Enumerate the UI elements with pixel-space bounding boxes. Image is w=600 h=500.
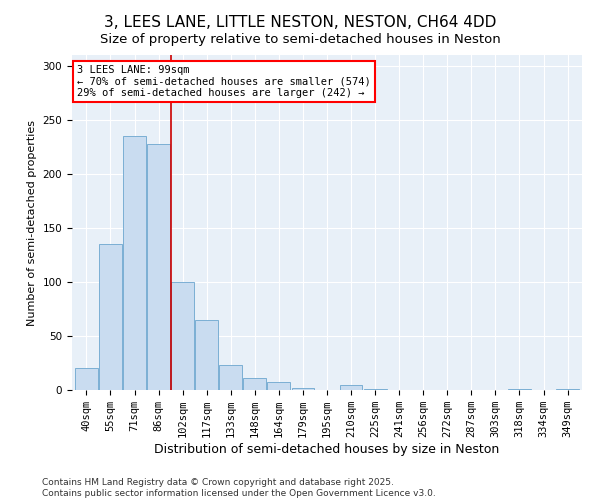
X-axis label: Distribution of semi-detached houses by size in Neston: Distribution of semi-detached houses by … [154,443,500,456]
Text: Contains HM Land Registry data © Crown copyright and database right 2025.
Contai: Contains HM Land Registry data © Crown c… [42,478,436,498]
Bar [244,378,266,390]
Text: Size of property relative to semi-detached houses in Neston: Size of property relative to semi-detach… [100,32,500,46]
Bar [75,368,98,390]
Bar [220,365,242,390]
Text: 3, LEES LANE, LITTLE NESTON, NESTON, CH64 4DD: 3, LEES LANE, LITTLE NESTON, NESTON, CH6… [104,15,496,30]
Bar [508,389,531,390]
Bar [364,389,386,390]
Bar [556,389,579,390]
Bar [123,136,146,390]
Bar [171,282,194,390]
Y-axis label: Number of semi-detached properties: Number of semi-detached properties [27,120,37,326]
Bar [195,320,218,390]
Bar [99,244,122,390]
Bar [340,384,362,390]
Bar [292,388,314,390]
Bar [268,382,290,390]
Bar [147,144,170,390]
Text: 3 LEES LANE: 99sqm
← 70% of semi-detached houses are smaller (574)
29% of semi-d: 3 LEES LANE: 99sqm ← 70% of semi-detache… [77,65,371,98]
